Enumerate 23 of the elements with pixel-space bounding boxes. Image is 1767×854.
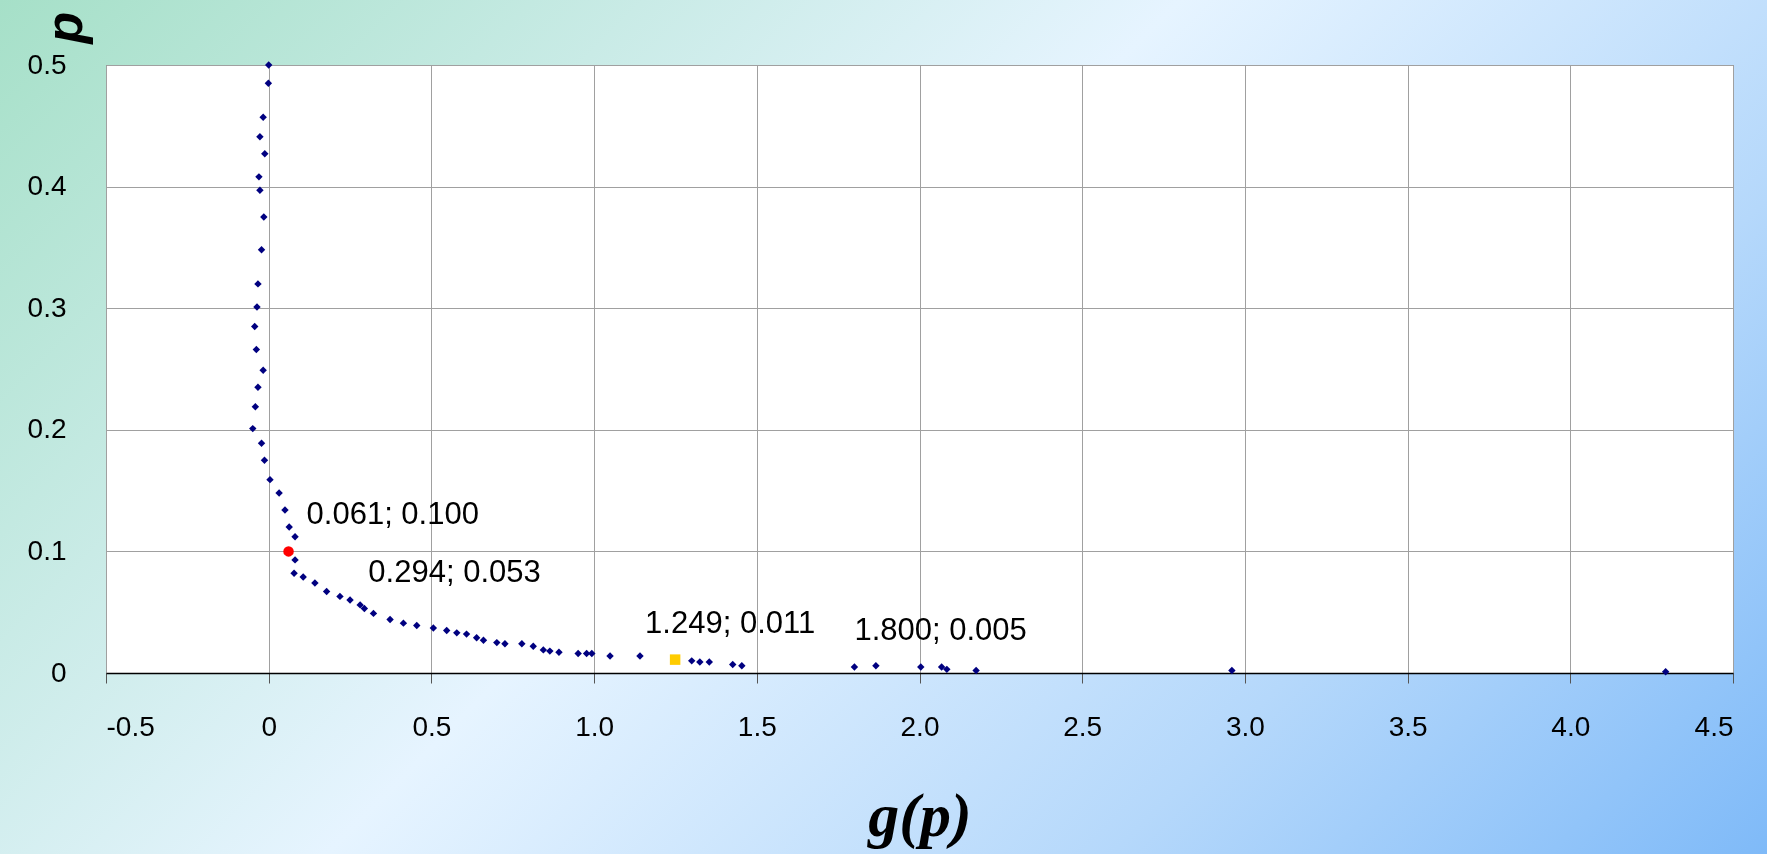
x-tick-label: 2.0 [900,710,940,742]
x-tick-label: 3.5 [1388,710,1428,742]
y-tick-label: 0.4 [27,170,67,202]
annotation: 0.061; 0.100 [306,496,479,532]
annotation: 1.249; 0.011 [645,604,816,640]
x-tick-label: 2.5 [1063,710,1103,742]
annotation: 0.294; 0.053 [368,553,541,589]
x-tick-label: 0.5 [412,710,452,742]
x-tick-label: -0.5 [106,710,155,742]
y-tick-label: 0 [50,656,67,688]
x-tick-label: 3.0 [1225,710,1265,742]
x-tick-label: 4.5 [1694,710,1734,742]
y-tick-label: 0.1 [27,534,67,566]
y-tick-label: 0.5 [27,48,67,80]
x-tick-label: 4.0 [1551,710,1591,742]
x-tick-label: 0 [261,710,277,742]
x-tick-label: 1.5 [737,710,777,742]
y-tick-label: 0.2 [27,413,67,445]
x-axis-title: g(p) [866,780,972,850]
y-axis-title: p [34,11,93,46]
y-tick-label: 0.3 [27,291,67,323]
x-tick-label: 1.0 [575,710,615,742]
annotation: 1.800; 0.005 [854,611,1027,647]
